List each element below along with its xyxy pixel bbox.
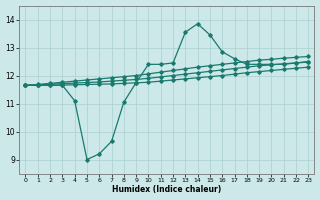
X-axis label: Humidex (Indice chaleur): Humidex (Indice chaleur) — [112, 185, 221, 194]
